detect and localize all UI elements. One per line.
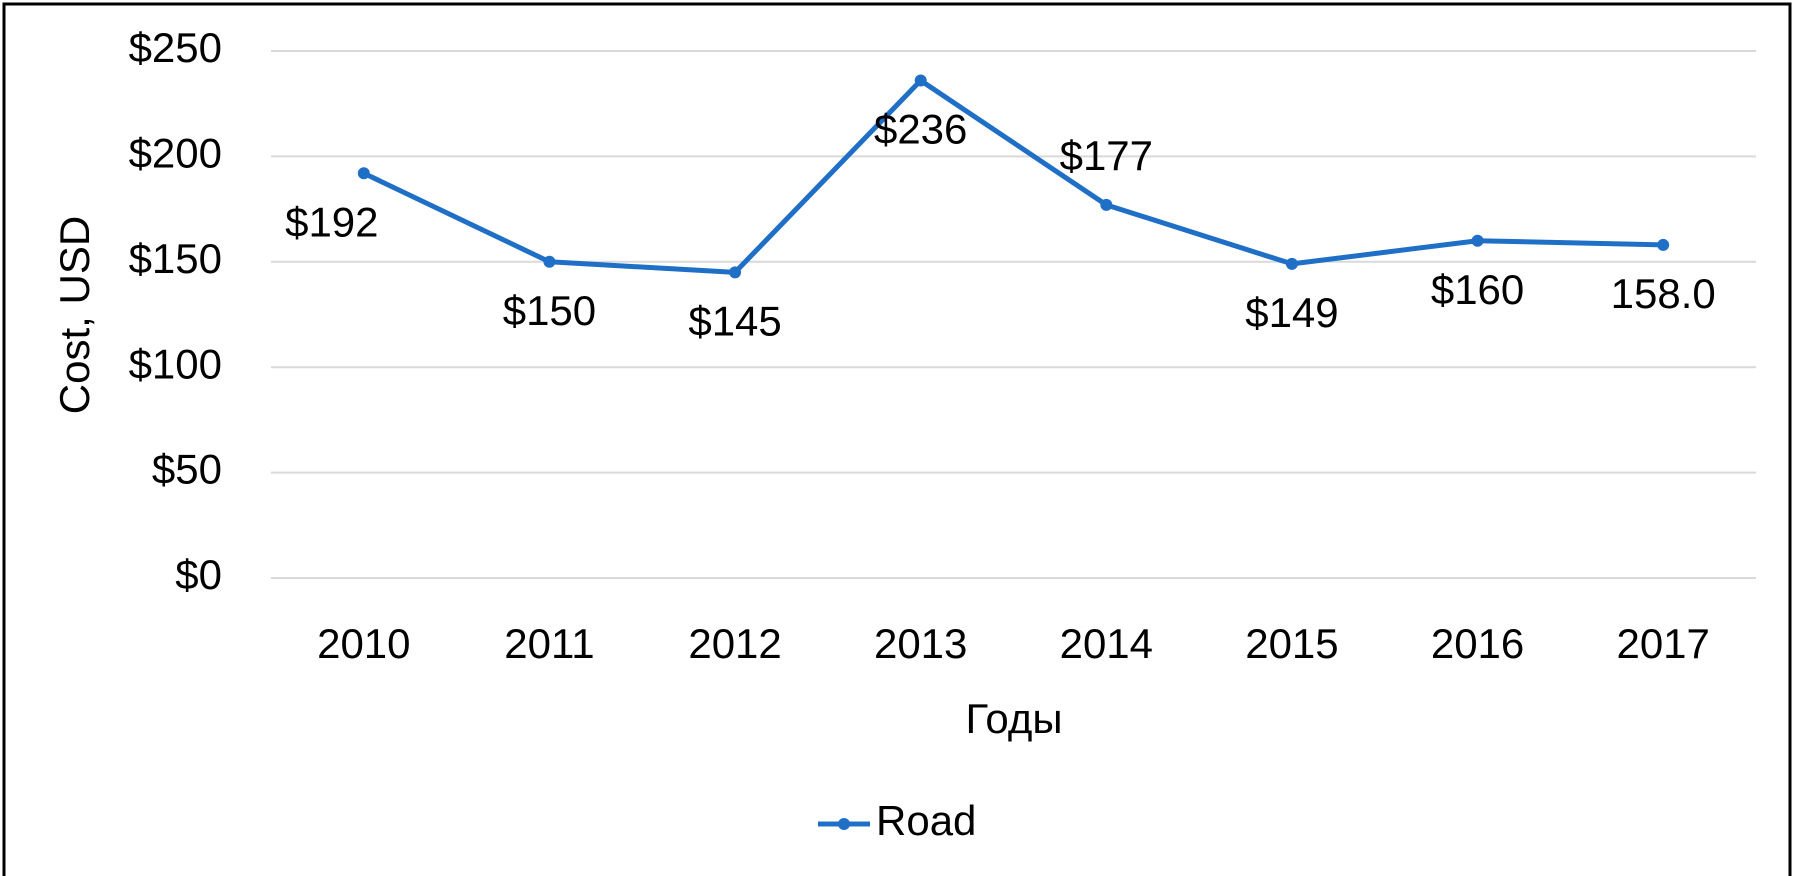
- data-point: [357, 167, 370, 180]
- y-tick-label: $250: [129, 24, 222, 71]
- x-tick-label: 2010: [317, 620, 410, 667]
- data-label: $192: [285, 198, 378, 245]
- x-tick-label: 2012: [688, 620, 781, 667]
- data-label: $150: [503, 287, 596, 334]
- data-point: [1100, 198, 1113, 211]
- legend-marker: [838, 818, 850, 830]
- y-tick-label: $150: [129, 235, 222, 282]
- data-point: [543, 255, 556, 268]
- x-tick-label: 2011: [504, 620, 594, 667]
- legend-label: Road: [876, 797, 976, 844]
- data-point: [914, 74, 927, 87]
- data-point: [1471, 234, 1484, 247]
- data-label: $236: [874, 106, 967, 153]
- data-label: $145: [688, 297, 781, 344]
- y-tick-label: $0: [175, 551, 222, 598]
- y-axis-label: Cost, USD: [51, 216, 98, 414]
- y-tick-label: $200: [129, 129, 222, 176]
- x-tick-label: 2013: [874, 620, 967, 667]
- x-tick-label: 2015: [1245, 620, 1338, 667]
- x-tick-label: 2017: [1616, 620, 1709, 667]
- data-label: $177: [1060, 132, 1153, 179]
- data-label: $160: [1431, 266, 1524, 313]
- x-axis-label: Годы: [965, 695, 1062, 742]
- y-tick-label: $50: [152, 446, 222, 493]
- y-tick-label: $100: [129, 340, 222, 387]
- data-label: 158.0: [1611, 270, 1716, 317]
- data-point: [1657, 238, 1670, 251]
- data-point: [729, 266, 742, 279]
- series-line: [362, 78, 1664, 275]
- data-label: $149: [1245, 289, 1338, 336]
- data-point: [1285, 257, 1298, 270]
- x-tick-label: 2016: [1431, 620, 1524, 667]
- x-tick-label: 2014: [1060, 620, 1153, 667]
